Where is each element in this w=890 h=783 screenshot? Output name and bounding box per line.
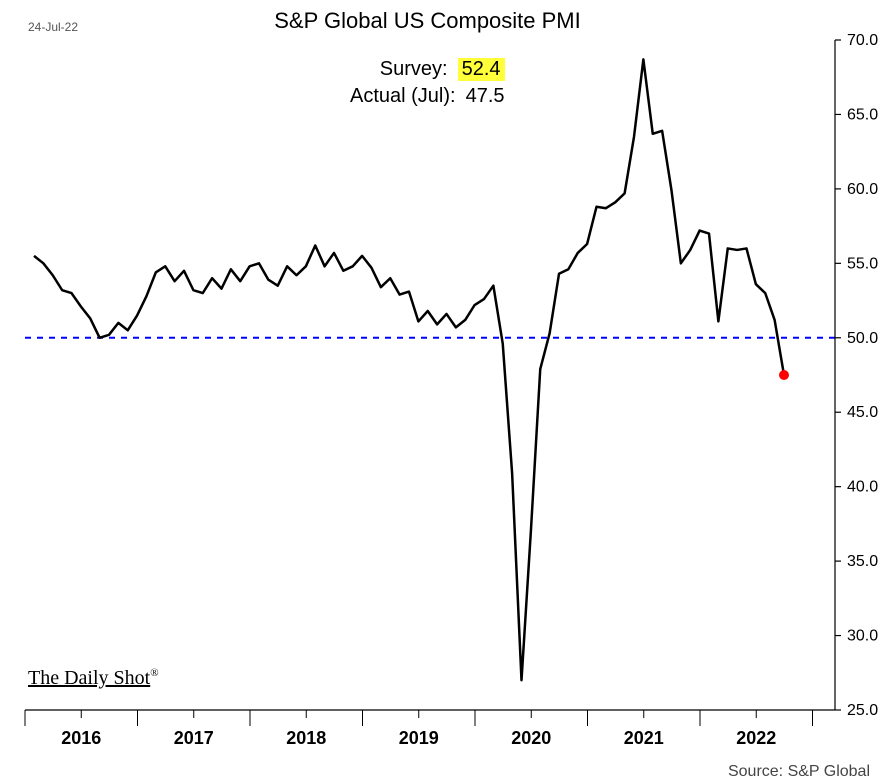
x-tick-label: 2016 — [61, 728, 101, 748]
pmi-line — [34, 59, 784, 680]
x-tick-label: 2017 — [174, 728, 214, 748]
x-tick-label: 2022 — [736, 728, 776, 748]
source-label: Source: S&P Global — [728, 763, 870, 781]
y-tick-label: 70.0 — [847, 32, 878, 49]
y-tick-label: 60.0 — [847, 181, 878, 198]
last-point-marker — [779, 370, 789, 380]
y-tick-label: 65.0 — [847, 106, 878, 123]
x-tick-label: 2020 — [511, 728, 551, 748]
y-tick-label: 55.0 — [847, 255, 878, 272]
chart-container: 24-Jul-22 S&P Global US Composite PMI Su… — [10, 0, 880, 770]
x-tick-label: 2021 — [624, 728, 664, 748]
x-tick-label: 2018 — [286, 728, 326, 748]
y-tick-label: 35.0 — [847, 553, 878, 570]
brand-reg: ® — [150, 667, 158, 679]
x-tick-label: 2019 — [399, 728, 439, 748]
brand-logo: The Daily Shot® — [28, 667, 159, 690]
y-tick-label: 45.0 — [847, 404, 878, 421]
y-tick-label: 25.0 — [847, 702, 878, 719]
y-tick-label: 50.0 — [847, 330, 878, 347]
chart-svg: 25.0 30.0 35.0 40.0 45.0 50.0 55.0 60.0 65.0 70.0… — [10, 0, 880, 770]
brand-text: The Daily Shot — [28, 667, 150, 689]
y-tick-label: 40.0 — [847, 479, 878, 496]
y-tick-label: 30.0 — [847, 628, 878, 645]
